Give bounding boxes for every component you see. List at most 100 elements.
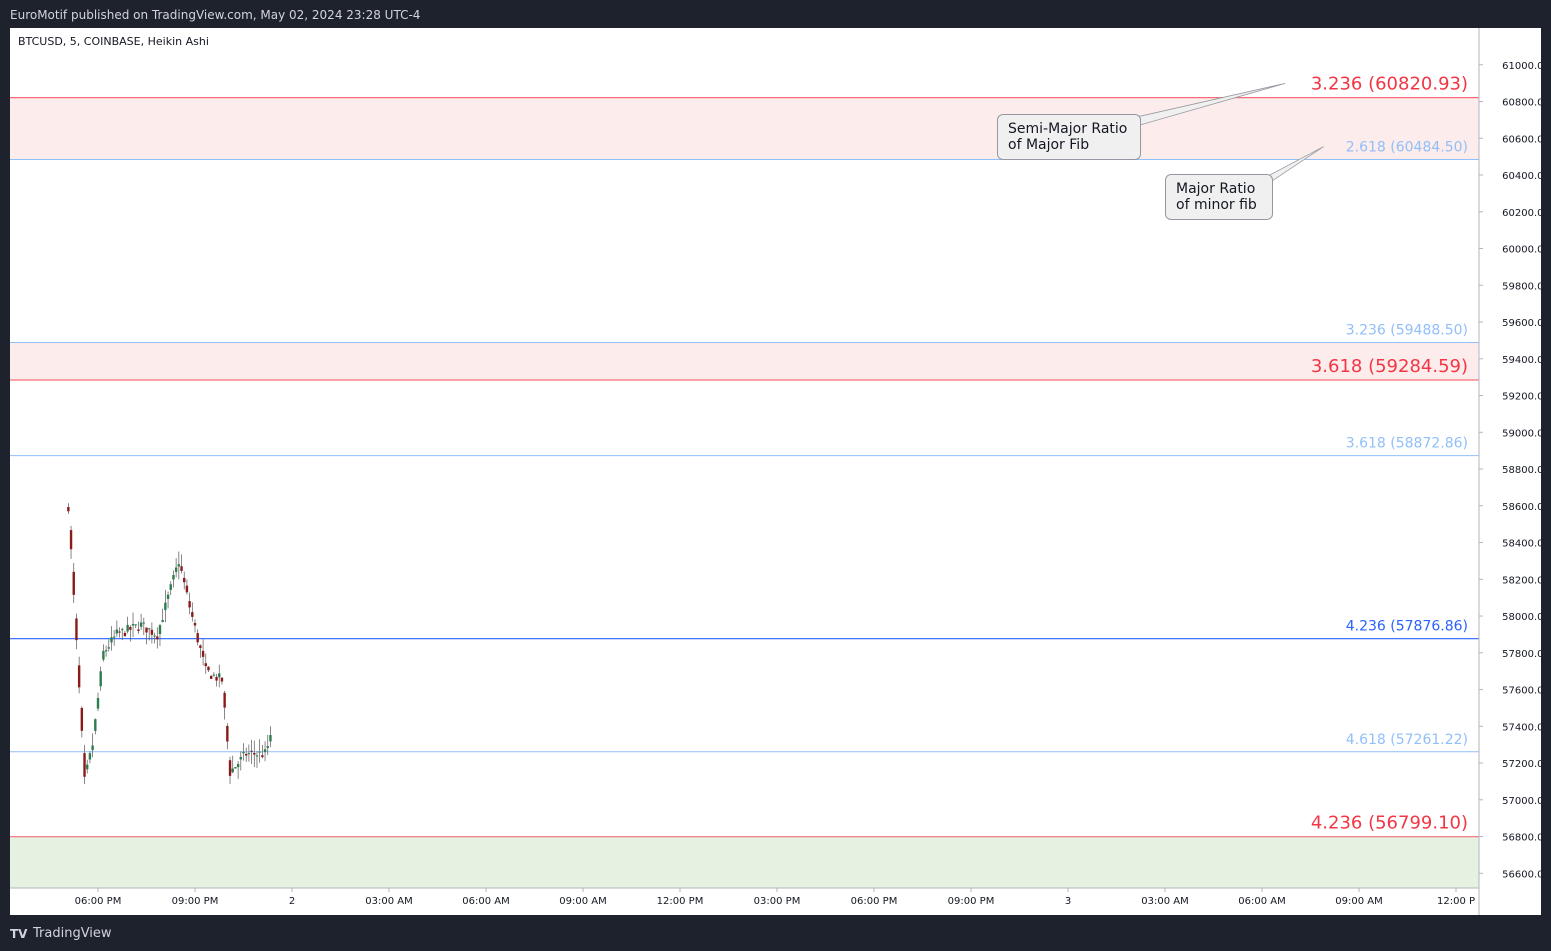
- fib-label-6: 4.618 (57261.22): [1346, 732, 1468, 748]
- y-tick-label: 57200.00: [1502, 759, 1541, 770]
- candle-body: [118, 631, 121, 633]
- candle-body: [137, 629, 140, 631]
- candle: [239, 751, 243, 771]
- zone-0: [10, 97, 1479, 160]
- candle-body: [244, 754, 248, 756]
- candle: [223, 690, 226, 720]
- candle: [191, 602, 194, 622]
- candle-body: [102, 650, 105, 660]
- candle-body: [250, 750, 253, 752]
- candle: [96, 692, 100, 712]
- candle: [234, 767, 237, 769]
- y-tick-label: 60800.00: [1502, 98, 1541, 109]
- candle: [94, 718, 97, 735]
- candle: [228, 756, 232, 785]
- candle: [131, 612, 135, 638]
- candle-body: [72, 571, 75, 595]
- candle-body: [131, 624, 135, 626]
- candle-body: [220, 677, 224, 682]
- candle-body: [188, 601, 191, 608]
- candle-body: [236, 763, 240, 768]
- x-tick-label: 3: [1065, 896, 1071, 907]
- candle: [88, 751, 92, 764]
- y-tick-label: 59800.00: [1502, 281, 1541, 292]
- callout-major-ratio-line2: of minor fib: [1176, 197, 1257, 213]
- candle: [215, 673, 218, 687]
- candle-body: [266, 746, 269, 748]
- y-tick-label: 60600.00: [1502, 134, 1541, 145]
- fib-label-1: 2.618 (60484.50): [1346, 139, 1468, 155]
- y-tick-label: 59000.00: [1502, 428, 1541, 439]
- y-tick-label: 58800.00: [1502, 465, 1541, 476]
- candle: [183, 571, 186, 590]
- y-tick-label: 56600.00: [1502, 869, 1541, 880]
- candle-body: [169, 584, 172, 590]
- candle: [220, 676, 224, 685]
- x-tick-label: 09:00 AM: [1335, 896, 1382, 907]
- y-tick-label: 60200.00: [1502, 208, 1541, 219]
- callout-semi-major-line1: Semi-Major Ratio: [1008, 121, 1128, 137]
- x-tick-label: 06:00 AM: [1238, 896, 1285, 907]
- candle: [121, 627, 124, 640]
- candle: [269, 726, 272, 747]
- zones-layer: [10, 97, 1479, 888]
- y-tick-label: 57000.00: [1502, 796, 1541, 807]
- candle-body: [77, 665, 81, 688]
- candle-body: [115, 629, 119, 634]
- candle-body: [231, 768, 234, 773]
- candle-body: [177, 564, 181, 567]
- callout-major-ratio[interactable]: Major Ratio of minor fib: [1165, 174, 1273, 220]
- candle: [218, 664, 221, 688]
- candle: [188, 592, 191, 615]
- candle-body: [191, 612, 194, 617]
- x-tick-label: 06:00 AM: [462, 896, 509, 907]
- candle-body: [263, 749, 267, 753]
- candle-body: [204, 663, 207, 667]
- fib-label-4: 3.618 (58872.86): [1346, 436, 1468, 452]
- callout-semi-major[interactable]: Semi-Major Ratio of Major Fib: [997, 114, 1141, 160]
- fib-label-3: 3.618 (59284.59): [1311, 356, 1468, 377]
- candle-body: [88, 753, 92, 760]
- candle-body: [234, 767, 237, 769]
- candle-body: [242, 751, 245, 754]
- candle-body: [183, 577, 186, 583]
- y-tick-label: 56800.00: [1502, 833, 1541, 844]
- y-tick-label: 59400.00: [1502, 355, 1541, 366]
- candle-body: [94, 719, 97, 731]
- candle-body: [83, 753, 86, 777]
- candle: [123, 630, 127, 638]
- y-tick-label: 60400.00: [1502, 171, 1541, 182]
- candle: [172, 570, 175, 588]
- candle-body: [104, 650, 108, 652]
- candle-body: [161, 620, 164, 622]
- candle: [112, 630, 116, 646]
- candle: [83, 744, 86, 785]
- candle-body: [172, 575, 175, 580]
- candle-body: [199, 645, 202, 648]
- callout-semi-major-line2: of Major Fib: [1008, 137, 1090, 153]
- candle-body: [80, 707, 84, 731]
- candle: [263, 741, 267, 762]
- candle-body: [142, 622, 146, 624]
- candle-body: [112, 636, 116, 638]
- candle: [236, 760, 240, 779]
- candle-body: [147, 628, 151, 630]
- candle: [258, 739, 261, 763]
- candle: [134, 624, 137, 629]
- x-tick-label: 09:00 AM: [559, 896, 606, 907]
- chart-frame[interactable]: 3.236 (60820.93) 2.618 (60484.50) 3.236 (5…: [10, 28, 1541, 915]
- candle: [156, 627, 159, 649]
- chart-canvas[interactable]: 3.236 (60820.93) 2.618 (60484.50) 3.236 (5…: [10, 28, 1541, 915]
- candle-body: [139, 622, 143, 627]
- candle-body: [99, 671, 102, 687]
- candle: [212, 672, 216, 677]
- price-axis: 61000.00 60800.00 60600.00 60400.00 60200.00…: [1479, 61, 1541, 880]
- candle-body: [164, 602, 167, 611]
- fib-label-2: 3.236 (59488.50): [1346, 323, 1468, 339]
- candle-body: [145, 627, 148, 633]
- zone-1: [10, 342, 1479, 380]
- candle-body: [261, 755, 264, 758]
- candle-body: [121, 629, 124, 631]
- callout-major-ratio-line1: Major Ratio: [1176, 181, 1256, 197]
- candle: [77, 656, 81, 694]
